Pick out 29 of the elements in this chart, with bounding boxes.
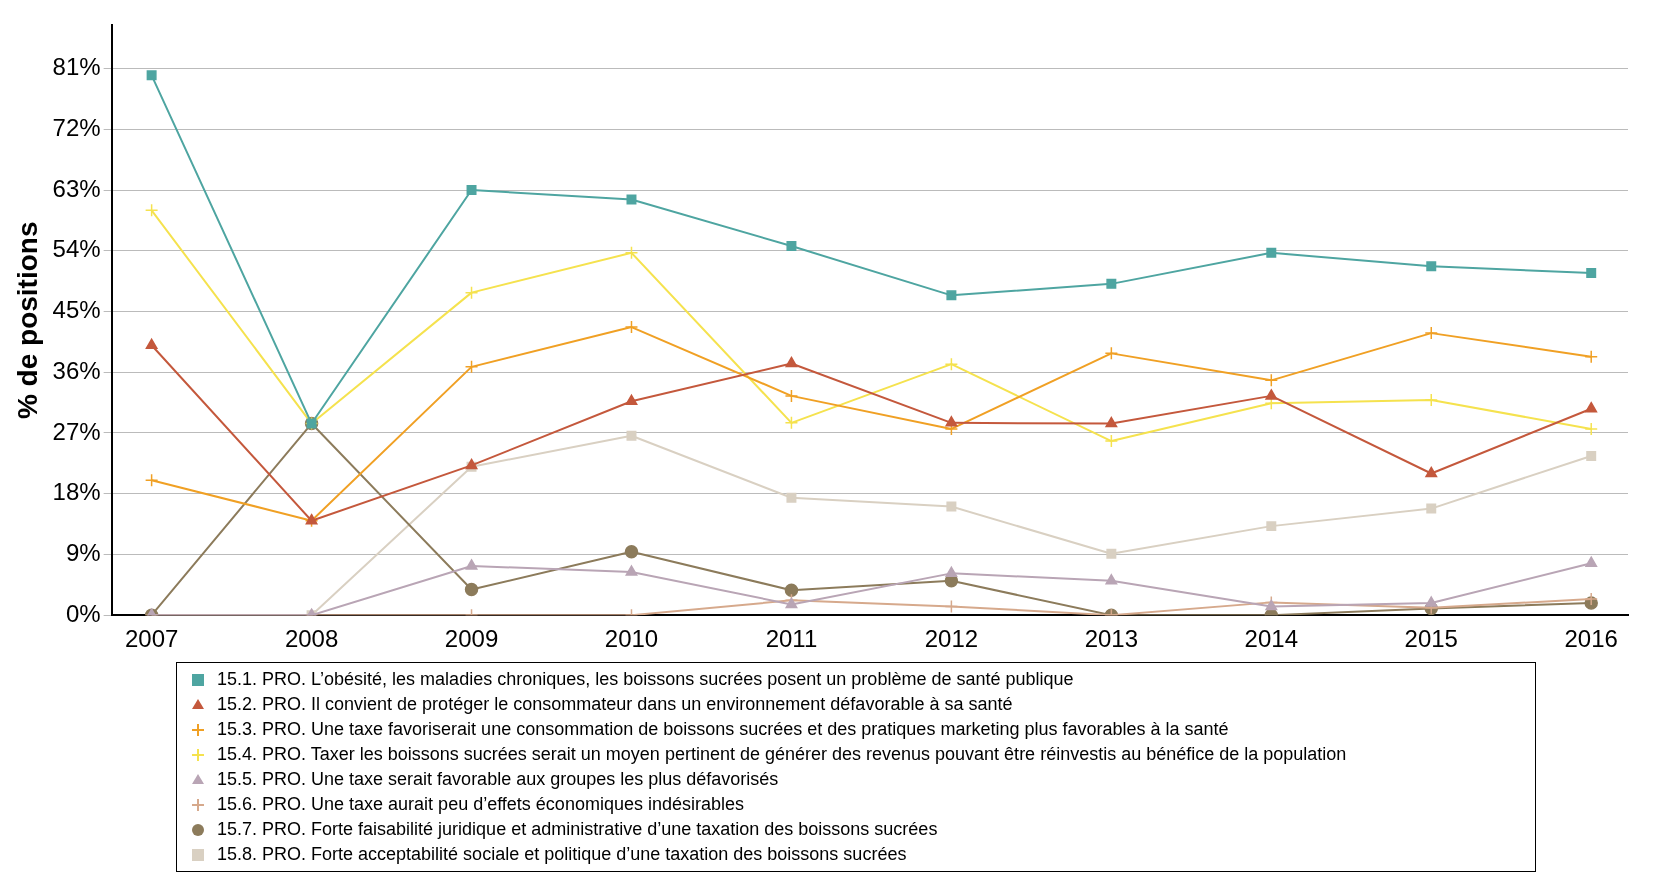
y-axis-title: % de positions <box>11 221 43 420</box>
y-tick-label: 54% <box>52 235 101 263</box>
legend-label: 15.3. PRO. Une taxe favoriserait une consommation de boissons sucrées et des pratiques marketing plus favorables à la santé <box>217 719 1229 739</box>
legend-label: 15.4. PRO. Taxer les boissons sucrées serait un moyen pertinent de générer des revenus pouvant être réinvestis au bénéfice de la population <box>217 744 1347 764</box>
y-tick-label: 18% <box>52 478 101 506</box>
x-tick-label: 2014 <box>1244 625 1298 653</box>
x-tick-label: 2009 <box>444 625 499 653</box>
y-tick-label: 0% <box>65 599 101 627</box>
legend-label: 15.6. PRO. Une taxe aurait peu d’effets économiques indésirables <box>217 794 744 814</box>
y-tick-label: 27% <box>52 417 101 445</box>
y-tick-label: 9% <box>65 539 101 567</box>
x-tick-label: 2008 <box>284 625 339 653</box>
x-tick-label: 2011 <box>765 625 818 653</box>
x-tick-label: 2012 <box>924 625 979 653</box>
y-tick-label: 72% <box>52 113 101 141</box>
x-tick-label: 2015 <box>1404 625 1458 653</box>
x-tick-label: 2013 <box>1084 625 1139 653</box>
x-tick-label: 2010 <box>604 625 659 653</box>
legend-label: 15.1. PRO. L’obésité, les maladies chroniques, les boissons sucrées posent un problème de santé publique <box>217 669 1074 689</box>
y-tick-label: 81% <box>52 53 101 81</box>
y-tick-label: 45% <box>52 296 101 324</box>
x-tick-label: 2007 <box>124 625 179 653</box>
legend-label: 15.8. PRO. Forte acceptabilité sociale et politique d’une taxation des boissons sucrées <box>217 844 907 864</box>
y-tick-label: 36% <box>52 356 101 384</box>
y-tick-label: 63% <box>52 174 101 202</box>
legend-label: 15.2. PRO. Il convient de protéger le consommateur dans un environnement défavorable à sa santé <box>217 694 1013 714</box>
legend-label: 15.5. PRO. Une taxe serait favorable aux groupes les plus défavorisés <box>217 769 779 789</box>
x-tick-label: 2016 <box>1564 625 1618 653</box>
legend-label: 15.7. PRO. Forte faisabilité juridique et administrative d’une taxation des boissons sucrées <box>217 819 938 839</box>
